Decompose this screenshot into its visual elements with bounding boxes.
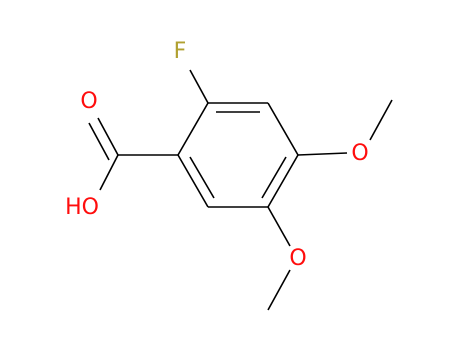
atom-label: F bbox=[174, 39, 187, 64]
bond bbox=[177, 102, 209, 156]
double-bond-inner bbox=[261, 156, 287, 199]
atom-label: HO bbox=[65, 195, 99, 220]
bond bbox=[267, 269, 291, 311]
bond bbox=[369, 99, 393, 141]
bond bbox=[88, 122, 110, 161]
atom-label: O bbox=[289, 246, 306, 271]
bonds bbox=[88, 69, 393, 311]
double-bond-inner bbox=[189, 156, 215, 199]
bond bbox=[99, 154, 119, 191]
bond bbox=[267, 206, 291, 247]
bond bbox=[267, 154, 299, 208]
bond bbox=[177, 154, 209, 208]
atom-label: O bbox=[351, 141, 368, 166]
bond bbox=[189, 69, 209, 104]
atom-label: O bbox=[80, 89, 97, 114]
bond bbox=[267, 102, 299, 156]
bond bbox=[97, 117, 119, 156]
bond bbox=[297, 152, 348, 156]
